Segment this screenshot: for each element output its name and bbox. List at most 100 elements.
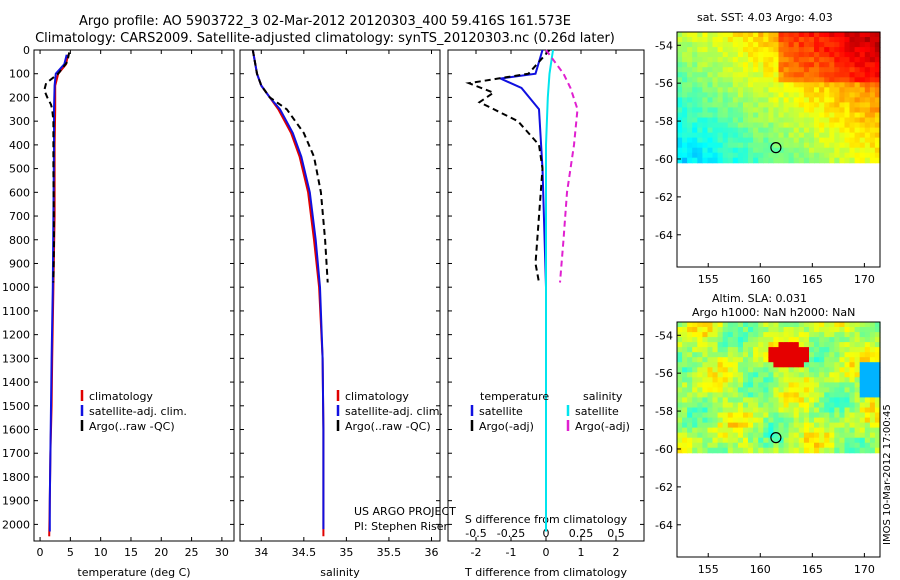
temperature-panel: 0100200300400500600700800900100011001200… bbox=[2, 44, 235, 579]
map-cell bbox=[829, 92, 835, 98]
map-cell bbox=[869, 42, 876, 48]
map-cell bbox=[783, 52, 790, 58]
map-cell bbox=[732, 372, 739, 378]
map-cell bbox=[712, 72, 719, 78]
map-cell bbox=[768, 67, 775, 73]
map-cell bbox=[869, 392, 876, 398]
map-cell bbox=[829, 97, 835, 103]
map-cell bbox=[824, 142, 830, 149]
map-cell bbox=[819, 387, 825, 393]
map-cell bbox=[834, 67, 840, 73]
map-cell bbox=[854, 127, 861, 134]
map-cell bbox=[758, 392, 764, 398]
map-cell bbox=[748, 52, 754, 58]
map-cell bbox=[743, 422, 749, 429]
map-cell bbox=[874, 102, 881, 108]
map-cell bbox=[763, 412, 769, 419]
map-cell bbox=[682, 157, 688, 164]
map-cell bbox=[778, 147, 785, 154]
map-cell bbox=[778, 107, 785, 113]
map-cell bbox=[682, 32, 688, 38]
map-cell bbox=[798, 157, 805, 164]
map-cell bbox=[829, 147, 835, 154]
map-cell bbox=[763, 127, 769, 134]
map-cell bbox=[737, 332, 744, 338]
map-cell bbox=[834, 447, 840, 454]
side-timestamp-label: IMOS 10-Mar-2012 17:00:45 bbox=[882, 404, 893, 545]
map-cell bbox=[682, 402, 688, 409]
map-cell bbox=[849, 397, 856, 403]
map-cell bbox=[682, 397, 688, 403]
map-cell bbox=[783, 377, 790, 383]
map-cell bbox=[814, 107, 820, 113]
map-cell bbox=[814, 392, 820, 398]
map-cell bbox=[722, 447, 729, 454]
map-cell bbox=[692, 352, 698, 358]
map-cell bbox=[697, 337, 703, 343]
map-cell bbox=[697, 427, 703, 434]
map-cell bbox=[717, 72, 724, 78]
y-tick-label: 700 bbox=[9, 210, 30, 223]
map-cell bbox=[869, 62, 876, 68]
map-cell bbox=[768, 57, 775, 63]
map-cell bbox=[727, 447, 734, 454]
map-cell bbox=[743, 107, 749, 113]
map-cell bbox=[844, 72, 851, 78]
map-cell bbox=[864, 447, 871, 454]
map-cell bbox=[753, 122, 759, 129]
map-cell bbox=[682, 352, 688, 358]
map-cell bbox=[687, 92, 693, 98]
map-cell bbox=[758, 87, 764, 93]
map-cell bbox=[753, 387, 759, 393]
map-cell bbox=[793, 442, 800, 449]
map-cell bbox=[824, 322, 830, 328]
map-cell bbox=[839, 397, 846, 403]
map-cell bbox=[773, 382, 780, 388]
map-cell bbox=[788, 32, 795, 38]
map-cell bbox=[819, 37, 825, 43]
map-cell bbox=[869, 142, 876, 149]
map-cell bbox=[732, 387, 739, 393]
map-cell bbox=[839, 107, 846, 113]
map-cell bbox=[874, 97, 881, 103]
map-cell bbox=[717, 157, 724, 164]
map-cell bbox=[697, 327, 703, 333]
map-cell bbox=[849, 427, 856, 434]
map-cell bbox=[758, 337, 764, 343]
map-cell bbox=[778, 367, 785, 373]
map-cell bbox=[682, 372, 688, 378]
plot-area bbox=[239, 49, 441, 542]
map-cell bbox=[743, 387, 749, 393]
map-cell bbox=[743, 402, 749, 409]
map-cell bbox=[798, 47, 805, 53]
map-cell bbox=[834, 377, 840, 383]
map-cell bbox=[677, 67, 683, 73]
map-cell bbox=[854, 322, 861, 328]
map-cell bbox=[753, 92, 759, 98]
map-cell bbox=[753, 447, 759, 454]
x-tick-label: 30 bbox=[215, 546, 229, 559]
map-cell bbox=[737, 127, 744, 134]
map-cell bbox=[859, 107, 866, 113]
map-cell bbox=[753, 372, 759, 378]
map-cell bbox=[707, 82, 714, 88]
map-cell bbox=[717, 147, 724, 154]
map-cell bbox=[834, 362, 840, 368]
map-cell bbox=[702, 447, 709, 454]
map-cell bbox=[834, 112, 840, 119]
map-cell bbox=[869, 52, 876, 58]
map-cell bbox=[874, 402, 881, 409]
map-cell bbox=[869, 362, 876, 368]
map-cell bbox=[834, 77, 840, 83]
map-cell bbox=[824, 152, 830, 159]
map-cell bbox=[814, 367, 820, 373]
map-cell bbox=[758, 342, 764, 348]
map-cell bbox=[783, 347, 790, 353]
map-cell bbox=[783, 92, 790, 98]
map-cell bbox=[682, 62, 688, 68]
map-cell bbox=[829, 372, 835, 378]
map-cell bbox=[758, 362, 764, 368]
map-cell bbox=[849, 57, 856, 63]
map-cell bbox=[737, 107, 744, 113]
map-cell bbox=[793, 147, 800, 154]
